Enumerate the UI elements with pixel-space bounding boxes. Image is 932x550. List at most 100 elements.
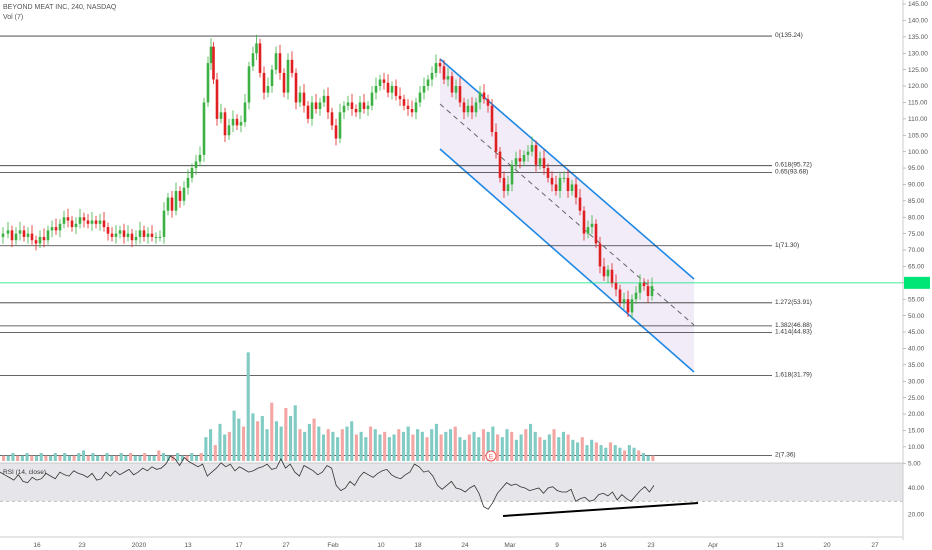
volume-bar [256, 421, 260, 461]
volume-bar [627, 445, 631, 461]
volume-bar [604, 447, 608, 461]
candle-body [386, 82, 390, 93]
price-tick-label: 125.00 [908, 67, 928, 74]
candle-body [606, 269, 610, 277]
volume-bar [481, 429, 486, 461]
volume-bar [519, 434, 523, 461]
candle-body [506, 184, 510, 192]
candle-body [414, 102, 418, 113]
candle-body [223, 112, 227, 136]
channel-fill [440, 59, 694, 372]
volume-bar [260, 415, 264, 461]
candle-body [642, 282, 646, 287]
volume-bar [232, 410, 236, 461]
volume-bar [171, 455, 175, 461]
volume-bar [293, 405, 297, 461]
candle-body [190, 168, 194, 178]
candle-body [78, 217, 82, 224]
volume-bar [270, 402, 274, 461]
time-tick-label: 13 [776, 542, 784, 549]
candle-body [170, 197, 174, 211]
volume-bar [434, 423, 438, 461]
candle-body [82, 217, 86, 221]
volume-bar [406, 426, 410, 461]
candle-body [278, 53, 282, 73]
rsi-divergence-line [502, 502, 699, 517]
candle-body [586, 227, 590, 234]
candle-body [70, 220, 74, 228]
fib-level-label: 1.272(53.91) [775, 299, 812, 306]
candle-body [426, 79, 430, 87]
time-tick-label: 10 [377, 542, 385, 549]
candle-body [110, 233, 114, 237]
volume-bar [317, 426, 321, 461]
fib-level-label: 1.382(46.88) [775, 322, 812, 329]
volume-bar [30, 455, 34, 461]
candle-body [402, 99, 406, 106]
volume-bar [340, 429, 344, 461]
price-tick-label: 135.00 [908, 34, 928, 41]
volume-bar [505, 429, 509, 461]
candle-body [306, 105, 310, 119]
candle-body [286, 59, 290, 93]
volume-bar [547, 434, 551, 461]
price-tick-label: 120.00 [908, 83, 928, 90]
price-tick-label: 65.00 [908, 264, 925, 271]
candle-body [46, 230, 50, 241]
candle-body [174, 191, 178, 211]
candle-body [314, 102, 318, 110]
volume-bar [425, 437, 429, 461]
volume-bar [2, 455, 6, 461]
candle-body [74, 223, 78, 228]
volume-bar [81, 450, 86, 461]
candle-body [251, 53, 255, 67]
price-tick-label: 45.00 [908, 329, 925, 336]
candle-body [231, 118, 235, 126]
candle-body [158, 236, 162, 238]
volume-bar [576, 442, 580, 461]
candle-body [550, 177, 554, 185]
candle-body [262, 72, 266, 93]
candle-body [482, 92, 486, 100]
price-tick-label: 130.00 [908, 50, 928, 57]
candle-body [502, 177, 506, 192]
candle-body [178, 191, 182, 201]
volume-bar [161, 453, 166, 461]
candle-body [394, 86, 398, 96]
volume-bar [448, 429, 453, 461]
candle-body [270, 69, 274, 87]
volume-bar [133, 455, 137, 461]
volume-bar [143, 453, 147, 461]
candle-body [406, 105, 410, 110]
candle-body [522, 154, 526, 162]
candle-body [422, 86, 426, 93]
candle-body [6, 230, 10, 234]
candle-body [142, 230, 146, 237]
volume-bar [641, 453, 645, 461]
candle-body [209, 46, 213, 64]
candle-body [462, 102, 466, 113]
candle-body [114, 233, 118, 237]
volume-bar [500, 437, 504, 461]
volume-bar [345, 426, 349, 461]
candle-body [134, 236, 138, 241]
candle-body [22, 230, 26, 237]
rsi-tick-label: 20.00 [908, 512, 925, 519]
candle-body [650, 286, 654, 296]
volume-bar [354, 434, 358, 461]
candle-body [122, 230, 126, 237]
volume-bar [491, 426, 495, 461]
volume-bar [336, 437, 340, 461]
candle-body [342, 105, 346, 113]
volume-bar [67, 455, 71, 461]
candle-body [638, 282, 642, 293]
candle-body [374, 86, 378, 93]
price-tick-label: 90.00 [908, 182, 925, 189]
volume-bar [571, 439, 575, 461]
volume-bar [453, 426, 457, 461]
candle-body [26, 233, 30, 237]
candle-body [474, 102, 478, 113]
candle-body [166, 197, 170, 211]
volume-bar [383, 431, 387, 461]
